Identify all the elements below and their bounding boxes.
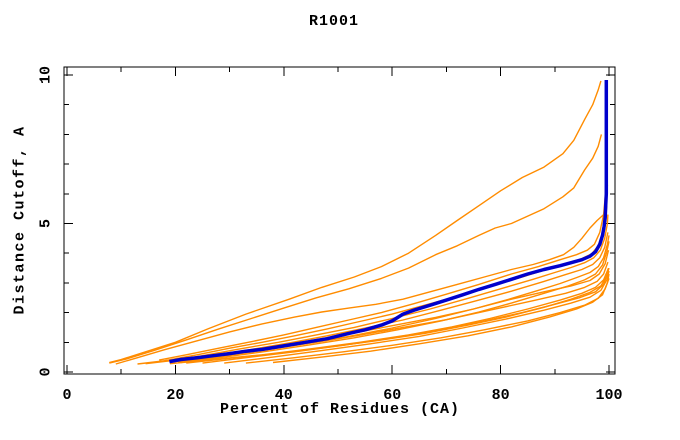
model-line [272,273,610,364]
plot-frame [63,66,616,375]
y-tick-label: 0 [38,367,55,376]
y-tick-label: 5 [38,219,55,228]
model-line [158,184,607,361]
highlighted-model-line [169,80,609,364]
model-line [109,80,602,364]
x-tick-label: 100 [595,387,622,404]
x-tick-label: 80 [492,387,510,404]
model-line [180,241,610,364]
model-line [164,205,608,362]
x-tick-label: 20 [166,387,184,404]
model-line [115,184,609,365]
model-line [202,272,609,364]
x-tick-label: 40 [275,387,293,404]
x-tick-label: 0 [62,387,71,404]
x-tick-label: 60 [383,387,401,404]
x-axis-label: Percent of Residues (CA) [219,401,461,418]
model-line [175,232,609,363]
model-line [224,270,610,364]
chart-title: R1001 [308,13,359,30]
model-line [169,214,609,362]
y-tick-label: 10 [38,66,55,84]
model-line [109,134,603,364]
